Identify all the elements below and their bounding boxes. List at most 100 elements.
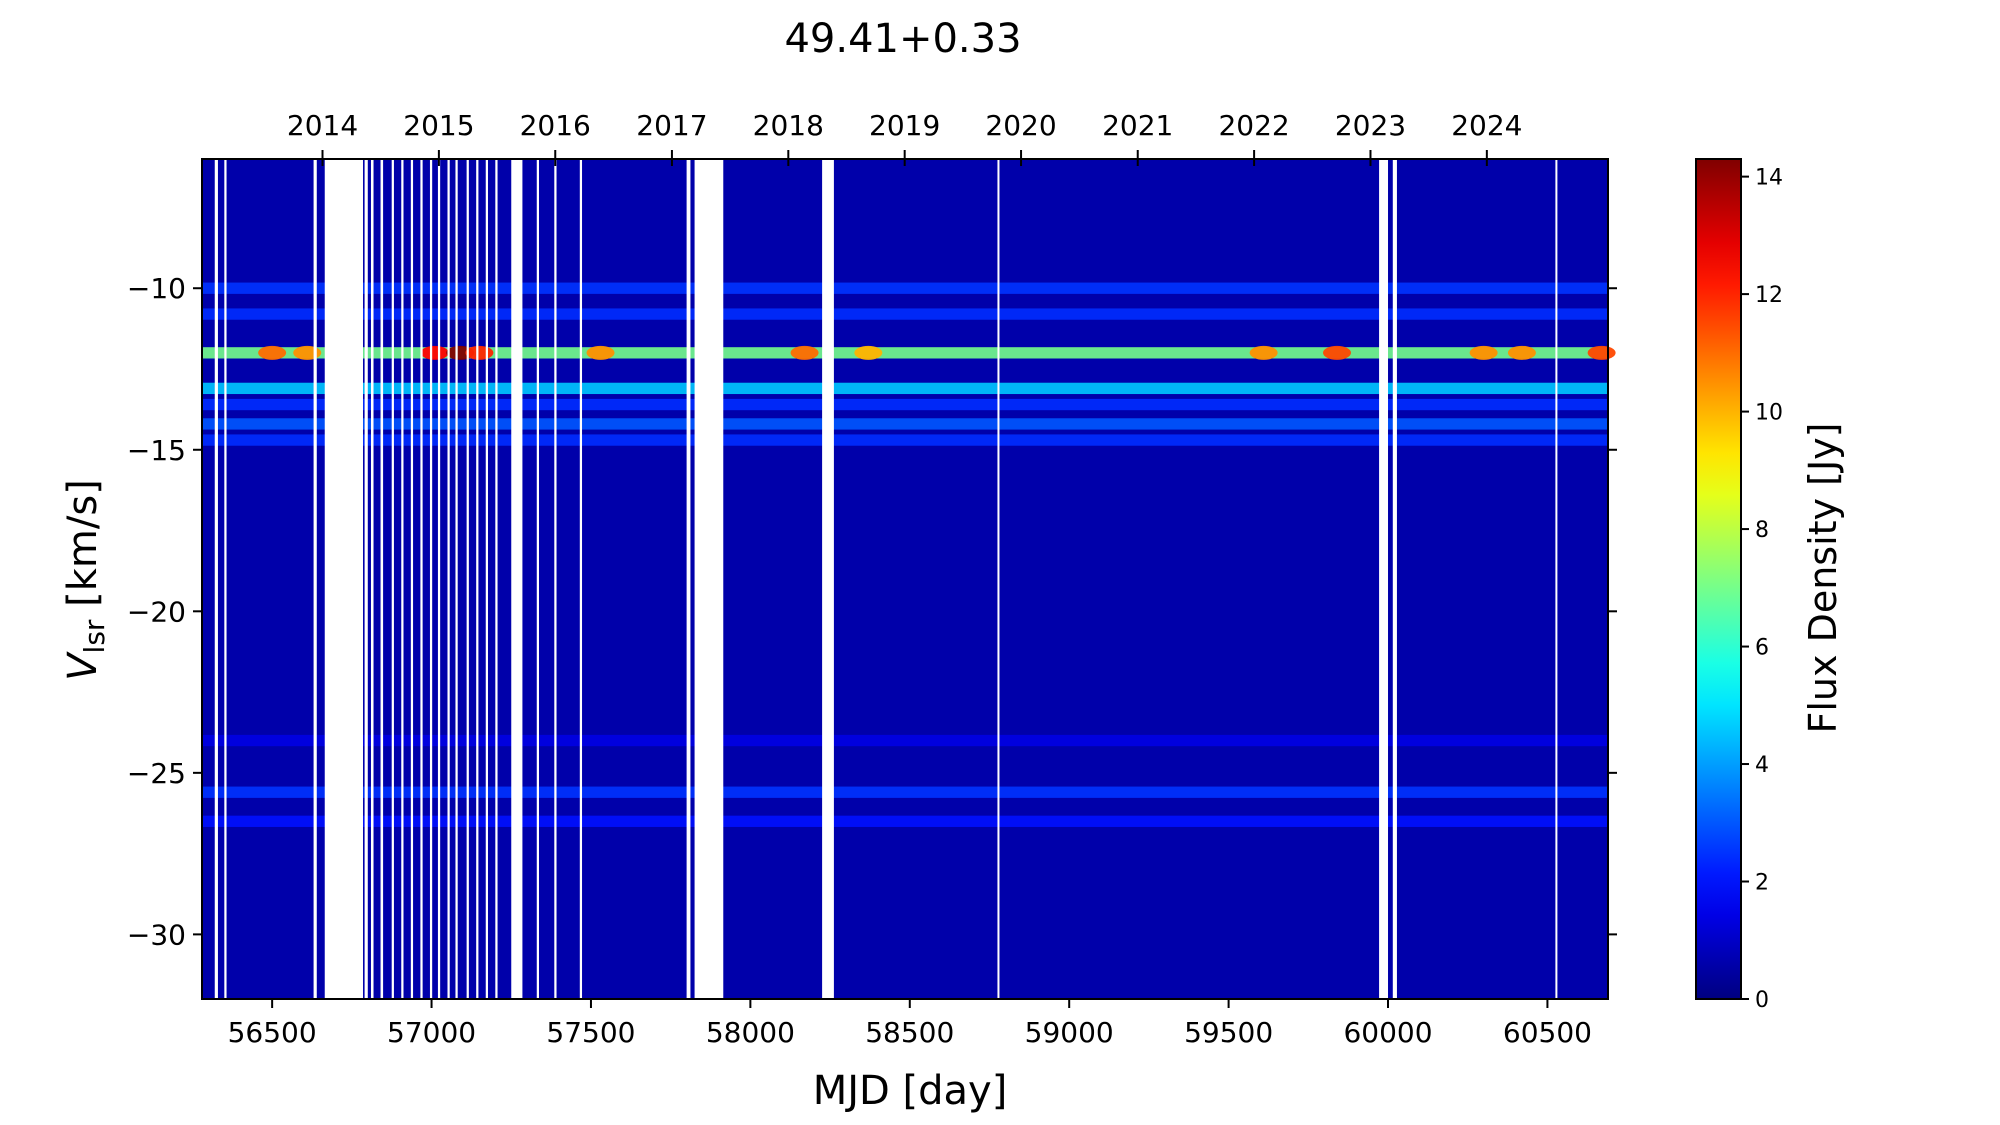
data-gap: [511, 159, 523, 999]
top-year-axis-ticks: 2014 2015 2016 2017 2018 2019 2020 2021 2022 2023…: [287, 109, 1522, 166]
data-gap: [455, 159, 458, 999]
flare-marker: [420, 345, 449, 360]
data-gap: [391, 159, 394, 999]
data-gap: [364, 159, 368, 999]
top-tick-label: 2021: [1102, 109, 1173, 142]
velocity-band: [202, 786, 1608, 798]
chart-title: 49.41+0.33: [784, 16, 1021, 62]
top-tick-label: 2024: [1451, 109, 1522, 142]
data-gap: [686, 159, 691, 999]
velocity-band: [202, 418, 1608, 430]
flare-marker: [1507, 345, 1536, 360]
velocity-component-bands: [202, 282, 1608, 827]
x-axis-ticks: 56500 57000 57500 58000 58500 59000 59500 60000…: [228, 999, 1592, 1049]
data-gap: [380, 159, 384, 999]
x-tick-label: 58500: [865, 1016, 954, 1049]
x-axis-label: MJD [day]: [813, 1068, 1008, 1114]
top-tick-label: 2017: [636, 109, 707, 142]
colorbar-frame: [1695, 158, 1742, 1000]
data-gap: [997, 159, 1000, 999]
x-tick-label: 57500: [546, 1016, 635, 1049]
flare-marker: [1323, 345, 1352, 360]
plot-background: [202, 159, 1608, 999]
velocity-band: [202, 382, 1608, 395]
x-tick-label: 58000: [706, 1016, 795, 1049]
flare-marker: [790, 345, 819, 360]
x-tick-label: 60500: [1503, 1016, 1592, 1049]
flare-marker: [258, 345, 287, 360]
x-tick-label: 59000: [1025, 1016, 1114, 1049]
data-gap: [447, 159, 450, 999]
colorbar-tick-label: 14: [1755, 166, 1783, 191]
data-gap: [420, 159, 423, 999]
data-gap: [324, 159, 364, 999]
y-tick-label: −20: [127, 595, 186, 628]
data-gap: [410, 159, 414, 999]
colorbar-ticks: 0 2 4 6 8 10 12 14: [1741, 166, 1783, 1013]
heatmap-plot: [201, 158, 1616, 1000]
velocity-band: [202, 434, 1608, 446]
y-tick-label: −15: [127, 434, 186, 467]
y-axis-label-sub: lsr: [78, 619, 111, 653]
y-axis-ticks: −10 −15 −20 −25 −30: [127, 272, 1617, 951]
y-axis-label: Vlsr [km/s]: [60, 479, 111, 681]
colorbar-tick-label: 10: [1755, 401, 1783, 426]
data-gap: [429, 159, 433, 999]
data-gap: [1379, 159, 1389, 999]
top-tick-label: 2015: [403, 109, 474, 142]
data-gaps: [214, 159, 1558, 999]
data-gap: [476, 159, 479, 999]
data-gap: [437, 159, 441, 999]
colorbar-tick-label: 2: [1755, 871, 1769, 896]
flare-marker: [1469, 345, 1498, 360]
y-tick-label: −30: [127, 918, 186, 951]
flare-marker: [854, 345, 883, 360]
y-axis-label-unit: [km/s]: [60, 479, 106, 619]
flare-marker: [465, 345, 494, 360]
top-tick-label: 2023: [1335, 109, 1406, 142]
data-gap: [579, 159, 583, 999]
data-gap: [822, 159, 834, 999]
colorbar: 0 2 4 6 8 10 12 14: [1695, 158, 1783, 1013]
y-axis-label-main: V: [60, 651, 106, 681]
colorbar-tick-label: 0: [1755, 988, 1769, 1013]
x-tick-label: 57000: [387, 1016, 476, 1049]
y-tick-label: −10: [127, 272, 186, 305]
data-gap: [214, 159, 218, 999]
top-tick-label: 2014: [287, 109, 358, 142]
data-gap: [401, 159, 404, 999]
velocity-band: [202, 398, 1608, 411]
data-gap: [466, 159, 469, 999]
x-tick-label: 59500: [1184, 1016, 1273, 1049]
velocity-band: [202, 282, 1608, 294]
data-gap: [495, 159, 498, 999]
colorbar-fill: [1696, 159, 1741, 999]
data-gap: [370, 159, 374, 999]
data-gap: [224, 159, 227, 999]
data-gap: [1555, 159, 1558, 999]
data-gap: [1392, 159, 1397, 999]
top-tick-label: 2019: [869, 109, 940, 142]
top-tick-label: 2018: [753, 109, 824, 142]
x-tick-label: 56500: [228, 1016, 317, 1049]
colorbar-label: Flux Density [Jy]: [1801, 423, 1845, 734]
colorbar-tick-label: 8: [1755, 518, 1769, 543]
colorbar-tick-label: 6: [1755, 636, 1769, 661]
velocity-band: [202, 347, 1608, 359]
velocity-band: [202, 815, 1608, 827]
data-gap: [554, 159, 557, 999]
data-gap: [485, 159, 488, 999]
flare-marker: [1587, 345, 1616, 360]
velocity-band: [202, 308, 1608, 320]
data-gap: [313, 159, 317, 999]
flare-marker: [586, 345, 615, 360]
flare-marker: [1249, 345, 1278, 360]
data-gap: [536, 159, 539, 999]
colorbar-tick-label: 12: [1755, 283, 1783, 308]
top-tick-label: 2022: [1218, 109, 1289, 142]
data-gap: [694, 159, 724, 999]
top-tick-label: 2020: [985, 109, 1056, 142]
velocity-band: [202, 734, 1608, 747]
y-tick-label: −25: [127, 757, 186, 790]
